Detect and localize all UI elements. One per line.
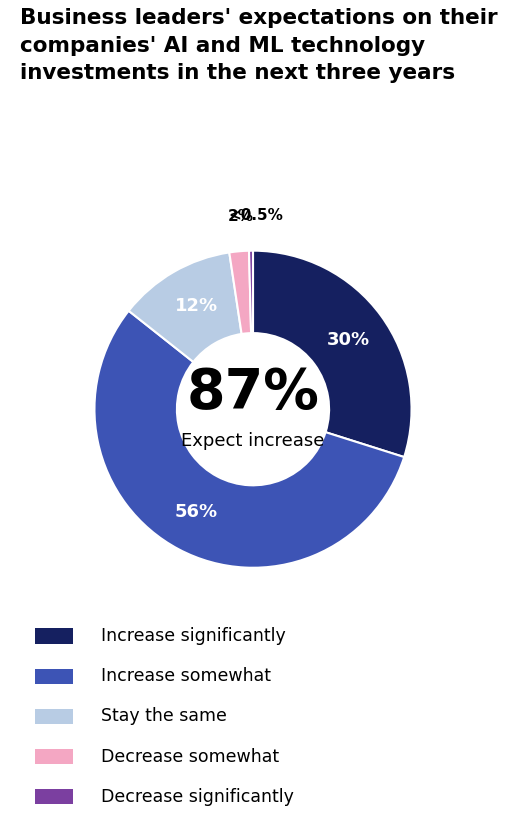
FancyBboxPatch shape [34,629,72,644]
Text: 56%: 56% [175,503,218,521]
FancyBboxPatch shape [34,669,72,684]
Text: 12%: 12% [175,298,218,315]
FancyBboxPatch shape [34,789,72,804]
Text: 30%: 30% [326,331,369,349]
Text: Stay the same: Stay the same [101,707,227,726]
FancyBboxPatch shape [34,709,72,724]
Text: Business leaders' expectations on their
companies' AI and ML technology
investme: Business leaders' expectations on their … [20,8,497,83]
Wedge shape [252,251,411,457]
Text: Increase somewhat: Increase somewhat [101,667,271,686]
Wedge shape [94,311,403,568]
Wedge shape [248,251,252,333]
FancyBboxPatch shape [34,749,72,764]
Text: Increase significantly: Increase significantly [101,627,285,645]
Text: Expect increase: Expect increase [181,432,324,450]
Text: Decrease significantly: Decrease significantly [101,788,293,806]
Text: 87%: 87% [186,366,319,421]
Wedge shape [229,251,250,334]
Wedge shape [128,252,241,362]
Text: Decrease somewhat: Decrease somewhat [101,747,279,766]
Text: <0.5%: <0.5% [228,208,282,223]
Text: 2%: 2% [227,209,254,224]
